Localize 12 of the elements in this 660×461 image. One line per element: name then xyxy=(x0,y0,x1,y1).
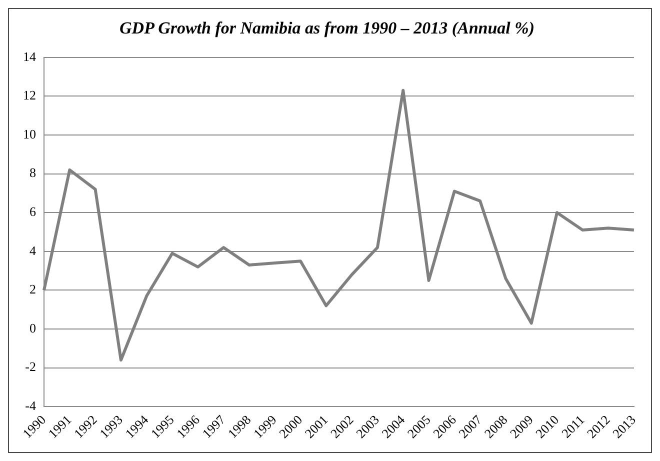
y-tick-label: 12 xyxy=(23,88,36,103)
y-tick-label: 10 xyxy=(23,126,36,142)
chart-title: GDP Growth for Namibia as from 1990 – 2013 (Annual %) xyxy=(120,18,534,38)
x-tick-label: 1999 xyxy=(250,412,280,442)
y-tick-label: 0 xyxy=(30,320,36,336)
y-tick-label: 6 xyxy=(30,204,36,220)
y-tick-label: 8 xyxy=(30,165,36,180)
y-tick-label: 14 xyxy=(23,48,36,64)
y-tick-label: -2 xyxy=(25,359,36,374)
y-tick-label: -4 xyxy=(25,398,36,414)
y-tick-label: 4 xyxy=(30,242,36,258)
y-tick-label: 2 xyxy=(30,282,36,297)
